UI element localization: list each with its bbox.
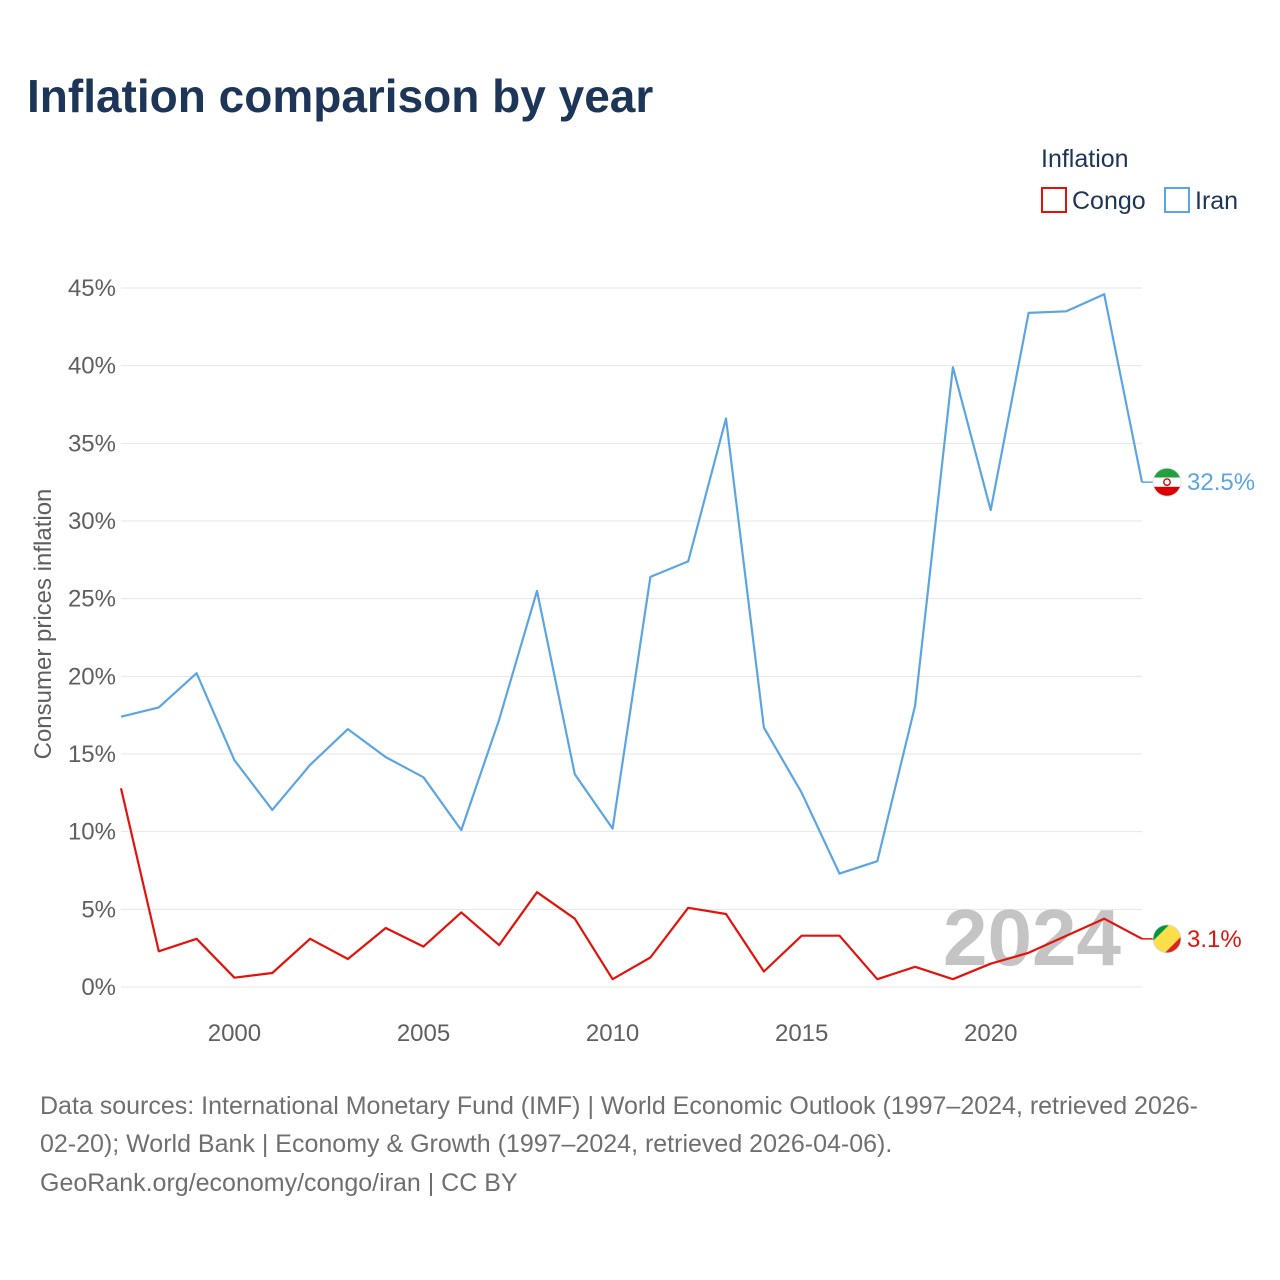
legend-swatch bbox=[1164, 187, 1190, 213]
x-tick-label: 2010 bbox=[586, 1020, 639, 1047]
x-tick-label: 2005 bbox=[397, 1020, 450, 1047]
end-value-label-iran: 32.5% bbox=[1187, 469, 1255, 496]
legend-label: Congo bbox=[1072, 187, 1146, 215]
y-axis-ticks: 0% 5% 10% 15% 20% 25% 30% 35% 40% 45% bbox=[68, 275, 116, 1001]
x-axis-ticks: 2000 2005 2010 2015 2020 bbox=[208, 1020, 1018, 1047]
y-tick-label: 25% bbox=[68, 586, 116, 613]
x-tick-label: 2020 bbox=[964, 1020, 1017, 1047]
x-tick-label: 2015 bbox=[775, 1020, 828, 1047]
footer-sources-line1: Data sources: International Monetary Fun… bbox=[40, 1092, 1198, 1120]
legend-swatch bbox=[1041, 187, 1067, 213]
legend-item-congo[interactable]: Congo bbox=[1041, 187, 1146, 215]
grid bbox=[121, 287, 1142, 988]
y-tick-label: 0% bbox=[81, 974, 116, 1001]
end-value-label-congo: 3.1% bbox=[1187, 926, 1242, 953]
footer-sources-line2: 02-20); World Bank | Economy & Growth (1… bbox=[40, 1130, 892, 1158]
series-line-iran bbox=[120, 293, 1144, 875]
y-axis-title: Consumer prices inflation bbox=[30, 489, 57, 760]
legend: Congo Iran bbox=[1041, 187, 1238, 215]
y-tick-label: 20% bbox=[68, 663, 116, 690]
series-group bbox=[119, 293, 1144, 981]
y-tick-label: 15% bbox=[68, 741, 116, 768]
y-tick-label: 40% bbox=[68, 353, 116, 380]
legend-title: Inflation bbox=[1041, 145, 1129, 173]
end-markers: 3.1% 32.5% bbox=[1142, 467, 1255, 954]
year-watermark: 2024 bbox=[943, 893, 1121, 982]
legend-label: Iran bbox=[1195, 187, 1238, 215]
legend-item-iran[interactable]: Iran bbox=[1164, 187, 1238, 215]
congo-flag-icon bbox=[1152, 924, 1182, 954]
footer-attribution: GeoRank.org/economy/congo/iran | CC BY bbox=[40, 1169, 518, 1197]
y-tick-label: 30% bbox=[68, 508, 116, 535]
y-tick-label: 45% bbox=[68, 275, 116, 302]
iran-flag-icon bbox=[1152, 467, 1182, 497]
y-tick-label: 35% bbox=[68, 430, 116, 457]
series-line-congo bbox=[119, 787, 1143, 981]
x-tick-label: 2000 bbox=[208, 1020, 261, 1047]
y-tick-label: 5% bbox=[81, 896, 116, 923]
chart-title: Inflation comparison by year bbox=[27, 70, 653, 122]
y-tick-label: 10% bbox=[68, 819, 116, 846]
